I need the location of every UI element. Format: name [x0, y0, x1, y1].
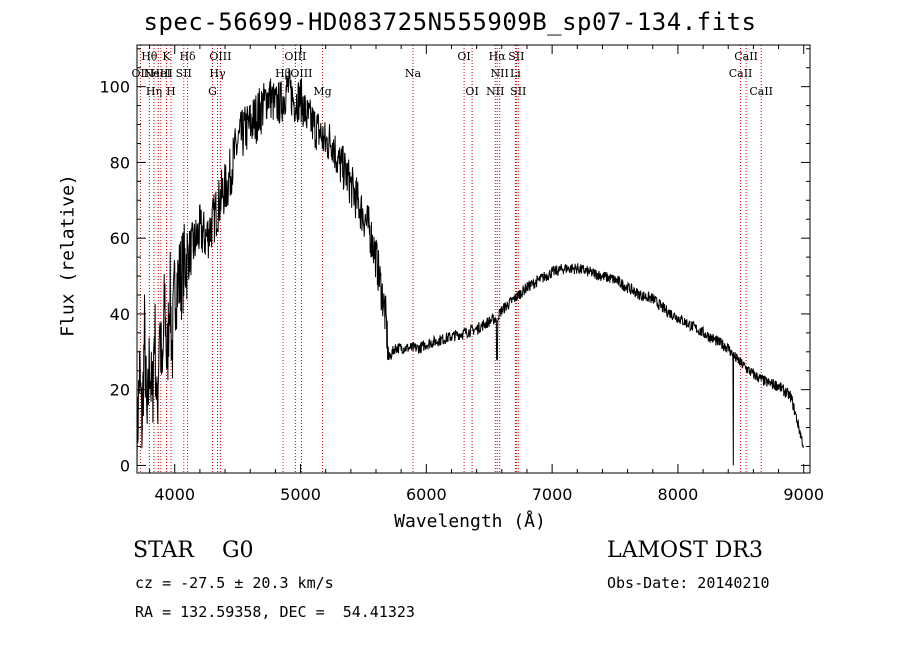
y-tick-label: 0 [120, 456, 130, 475]
y-tick-label: 60 [110, 229, 130, 248]
axis-ticks [137, 45, 810, 473]
chart-title: spec-56699-HD083725N555909B_sp07-134.fit… [143, 8, 757, 36]
y-tick-label: 80 [110, 153, 130, 172]
observation-date: Obs-Date: 20140210 [607, 574, 770, 592]
line-marker-label: Hα [489, 50, 507, 63]
x-tick-label: 5000 [280, 485, 321, 504]
x-tick-label: 7000 [532, 485, 573, 504]
line-marker-label: CaII [729, 67, 753, 80]
line-marker-label: CaII [749, 85, 773, 98]
axis-tick-labels: 4000 5000 6000 7000 8000 9000 0 20 40 60 80 100 [99, 78, 824, 504]
line-marker-label: Hδ [179, 50, 196, 63]
y-tick-label: 40 [110, 305, 130, 324]
line-marker-label: OIII [290, 67, 312, 80]
line-marker-label: HeI [151, 67, 171, 80]
line-marker-label: Hθ [141, 50, 158, 63]
x-tick-label: 8000 [658, 485, 699, 504]
line-marker-label: NII [486, 85, 504, 98]
line-marker-label: K [162, 50, 171, 63]
line-marker-label: Li [510, 67, 521, 80]
y-axis-title: Flux (relative) [57, 174, 79, 337]
line-marker-label: OI [457, 50, 470, 63]
object-class: STAR G0 [133, 538, 254, 563]
line-marker-label: SII [176, 67, 192, 80]
line-marker-label: OII [132, 67, 150, 80]
line-marker-label: Hγ [209, 67, 226, 80]
line-marker-label: OIII [209, 50, 231, 63]
y-tick-label: 100 [99, 78, 130, 97]
plot-frame [136, 44, 811, 474]
line-marker-label: NeIII [144, 67, 173, 80]
line-marker-label: CaII [734, 50, 758, 63]
line-marker-labels: OIIHθHηNeIIIHeIKHSIIHδGHγOIIIHβOIIIOIIIM… [132, 50, 773, 98]
y-tick-label: 20 [110, 381, 130, 400]
survey-name: LAMOST DR3 [607, 538, 763, 563]
x-tick-label: 9000 [783, 485, 824, 504]
x-tick-label: 4000 [154, 485, 195, 504]
line-marker-label: Na [405, 67, 422, 80]
line-marker-label: SII [508, 50, 524, 63]
spectrum-line [136, 68, 804, 472]
line-marker-label: Mg [313, 85, 331, 98]
line-marker-label: SII [510, 85, 526, 98]
x-tick-label: 6000 [406, 485, 447, 504]
line-marker-label: OIII [284, 50, 306, 63]
line-marker-label: OI [465, 85, 478, 98]
coordinates-info: RA = 132.59358, DEC = 54.41323 [135, 603, 415, 621]
line-marker-label: NII [491, 67, 509, 80]
line-marker-label: Hη [146, 85, 162, 98]
line-marker-label: G [208, 85, 217, 98]
x-axis-title: Wavelength (Å) [394, 511, 546, 532]
line-markers [139, 45, 762, 473]
line-marker-label: H [166, 85, 176, 98]
redshift-info: cz = -27.5 ± 20.3 km/s [135, 574, 334, 592]
